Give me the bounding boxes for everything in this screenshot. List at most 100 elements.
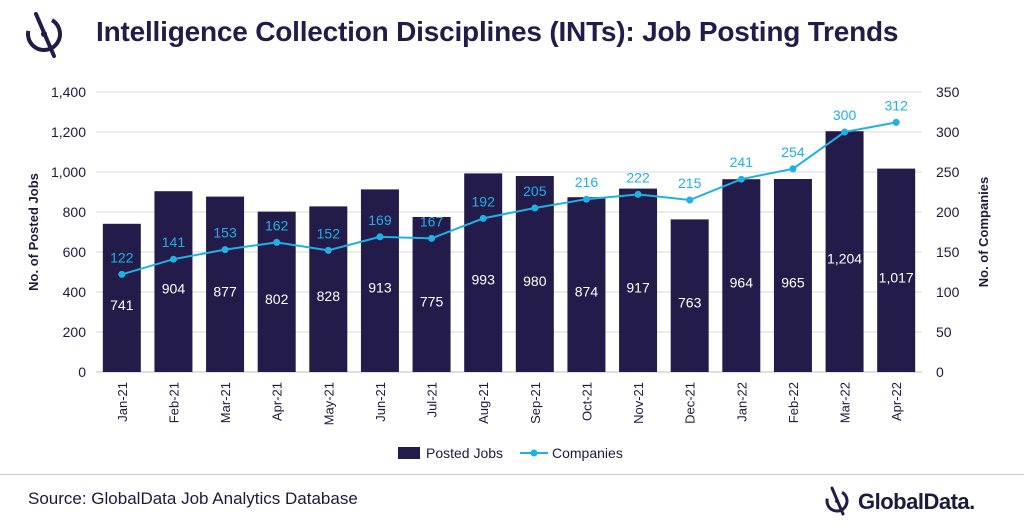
y-tick-label: 200 <box>63 324 87 340</box>
bar <box>619 188 658 372</box>
bar <box>206 196 245 372</box>
right-axis-ticks: 0 50 100 150 200 250 300 350 <box>936 84 960 380</box>
bar-data-label: 913 <box>368 280 392 296</box>
line-data-label: 215 <box>678 175 702 191</box>
line-data-label: 153 <box>213 225 237 241</box>
y2-axis-title: No. of Companies <box>976 177 991 288</box>
bar <box>102 223 141 372</box>
x-tick-label: Nov-21 <box>631 382 646 424</box>
y-tick-label: 600 <box>63 244 87 260</box>
x-tick-label: Sep-21 <box>528 382 543 424</box>
y2-tick-label: 100 <box>936 284 960 300</box>
bar <box>567 197 606 372</box>
bar <box>722 179 761 372</box>
bar-data-label: 1,017 <box>879 269 914 285</box>
bar-data-label: 877 <box>213 283 237 299</box>
bar <box>412 217 451 372</box>
source-note: Source: GlobalData Job Analytics Databas… <box>28 489 358 508</box>
line-point <box>428 234 436 242</box>
line-point <box>737 175 745 183</box>
bar-data-label: 993 <box>472 272 496 288</box>
line-data-labels: 122 141 153 162 152 169 167 192 205 216 222 215 241 2… <box>110 97 908 265</box>
y2-tick-label: 350 <box>936 84 960 100</box>
bar <box>773 179 812 372</box>
y2-tick-label: 150 <box>936 244 960 260</box>
x-tick-label: Jan-21 <box>115 382 130 422</box>
bar-data-label: 763 <box>678 295 702 311</box>
x-tick-label: Mar-22 <box>838 382 853 423</box>
footer-divider <box>0 474 1024 475</box>
brand-name: GlobalData. <box>858 489 975 514</box>
x-tick-label: Jan-22 <box>734 382 749 422</box>
y-axis-title: No. of Posted Jobs <box>26 173 41 291</box>
bar-data-label: 964 <box>730 275 754 291</box>
y-tick-label: 1,400 <box>51 84 86 100</box>
line-series <box>118 118 900 278</box>
line-data-label: 122 <box>110 249 134 265</box>
header: Intelligence Collection Disciplines (INT… <box>0 0 1024 70</box>
left-axis-ticks: 0 200 400 600 800 1,000 1,200 1,400 <box>51 84 86 380</box>
bar <box>877 168 916 372</box>
y-tick-label: 800 <box>63 204 87 220</box>
bar-data-label: 828 <box>317 288 341 304</box>
bar <box>825 131 864 372</box>
line-point <box>221 246 229 254</box>
combo-chart: 741 904 877 802 828 913 775 993 980 874 917 763 964 9… <box>26 84 991 461</box>
x-tick-label: Feb-22 <box>786 382 801 423</box>
x-tick-label: Dec-21 <box>683 382 698 424</box>
bar-data-label: 904 <box>162 281 186 297</box>
line-point <box>686 196 694 204</box>
brand-logo: GlobalData. <box>822 484 1012 518</box>
x-tick-label: May-21 <box>321 382 336 425</box>
line-data-label: 192 <box>472 193 496 209</box>
line-point <box>841 128 849 136</box>
line-data-label: 167 <box>420 213 444 229</box>
legend-label-bars: Posted Jobs <box>426 445 503 461</box>
legend: Posted Jobs Companies <box>398 445 623 461</box>
chart-title: Intelligence Collection Disciplines (INT… <box>96 16 899 47</box>
line-data-label: 205 <box>523 183 547 199</box>
line-point <box>634 190 642 198</box>
bar <box>309 206 348 372</box>
x-tick-label: Aug-21 <box>476 382 491 424</box>
y2-tick-label: 250 <box>936 164 960 180</box>
x-tick-label: Jun-21 <box>373 382 388 422</box>
legend-marker-line <box>530 449 538 457</box>
line-data-label: 312 <box>885 97 909 113</box>
line-data-label: 241 <box>730 154 754 170</box>
line-point <box>479 214 487 222</box>
bar <box>670 219 709 372</box>
bar-data-label: 874 <box>575 284 599 300</box>
x-tick-label: Apr-22 <box>889 382 904 421</box>
line-data-label: 216 <box>575 174 599 190</box>
y2-tick-label: 200 <box>936 204 960 220</box>
bar-data-label: 1,204 <box>827 251 862 267</box>
line-data-label: 222 <box>626 169 650 185</box>
bar-data-label: 980 <box>523 273 547 289</box>
line-data-label: 141 <box>162 234 186 250</box>
bar-data-label: 917 <box>626 279 650 295</box>
y-tick-label: 1,000 <box>51 164 86 180</box>
x-tick-label: Apr-21 <box>270 382 285 421</box>
line-point <box>582 195 590 203</box>
line-point <box>892 118 900 126</box>
line-point <box>376 233 384 241</box>
bar <box>464 173 503 372</box>
line-data-label: 169 <box>368 212 392 228</box>
bar-data-label: 775 <box>420 294 444 310</box>
bar <box>257 211 296 372</box>
x-tick-label: Oct-21 <box>579 382 594 421</box>
y-tick-label: 0 <box>78 364 86 380</box>
x-tick-label: Mar-21 <box>218 382 233 423</box>
globaldata-logo-icon <box>26 12 62 58</box>
bar-data-labels: 741 904 877 802 828 913 775 993 980 874 917 763 964 9… <box>110 251 914 313</box>
line-point <box>118 270 126 278</box>
line-point <box>531 204 539 212</box>
line-data-label: 254 <box>781 144 805 160</box>
line-data-label: 300 <box>833 107 857 123</box>
line-data-label: 152 <box>317 225 341 241</box>
y2-tick-label: 300 <box>936 124 960 140</box>
globaldata-brand-icon <box>825 486 849 516</box>
y2-tick-label: 50 <box>936 324 952 340</box>
x-axis-ticks: Jan-21 Feb-21 Mar-21 Apr-21 May-21 Jun-21 Jul-… <box>115 382 904 425</box>
